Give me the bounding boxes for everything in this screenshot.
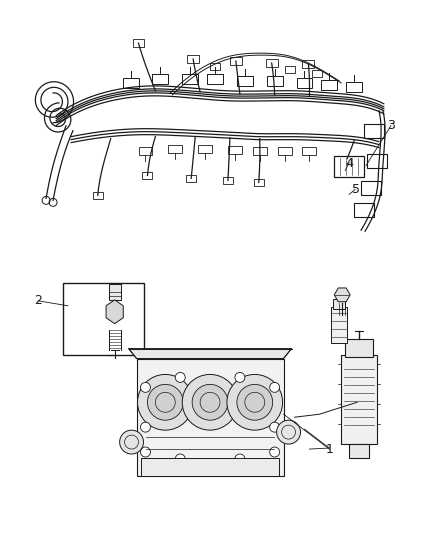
- Circle shape: [192, 384, 228, 420]
- Circle shape: [270, 382, 279, 392]
- Bar: [312, 70, 322, 77]
- Bar: [198, 144, 212, 152]
- Bar: [207, 74, 223, 84]
- Circle shape: [175, 373, 185, 382]
- Bar: [63, 283, 145, 354]
- Circle shape: [235, 373, 245, 382]
- Bar: [297, 78, 312, 88]
- Bar: [152, 74, 168, 84]
- Text: 1: 1: [326, 443, 334, 456]
- Bar: [285, 66, 294, 73]
- Circle shape: [235, 454, 245, 464]
- Circle shape: [277, 420, 300, 444]
- Bar: [109, 284, 120, 300]
- Bar: [334, 156, 364, 177]
- Bar: [138, 147, 152, 155]
- Bar: [123, 78, 138, 88]
- Circle shape: [120, 430, 144, 454]
- Bar: [142, 173, 152, 180]
- Bar: [253, 147, 267, 155]
- Bar: [93, 192, 103, 199]
- Bar: [254, 180, 264, 187]
- Circle shape: [148, 384, 183, 420]
- Polygon shape: [334, 288, 350, 302]
- Circle shape: [141, 422, 150, 432]
- Bar: [354, 203, 374, 217]
- Bar: [237, 76, 253, 86]
- Bar: [182, 74, 198, 84]
- Bar: [331, 307, 347, 343]
- Bar: [345, 338, 373, 357]
- Bar: [141, 458, 279, 476]
- Bar: [133, 39, 145, 47]
- Text: 3: 3: [387, 119, 395, 133]
- Circle shape: [141, 447, 150, 457]
- Polygon shape: [129, 349, 292, 359]
- Bar: [187, 55, 199, 63]
- Bar: [210, 63, 220, 70]
- Text: 4: 4: [346, 157, 353, 169]
- Circle shape: [182, 375, 238, 430]
- Bar: [303, 60, 314, 68]
- Circle shape: [141, 382, 150, 392]
- Bar: [137, 359, 283, 476]
- Bar: [303, 147, 316, 155]
- Bar: [186, 175, 196, 182]
- Circle shape: [138, 375, 193, 430]
- Bar: [321, 80, 337, 90]
- Bar: [267, 76, 283, 86]
- Circle shape: [175, 454, 185, 464]
- Bar: [228, 146, 242, 154]
- Circle shape: [237, 384, 273, 420]
- Bar: [278, 147, 292, 155]
- Text: 2: 2: [35, 294, 42, 308]
- Bar: [230, 57, 242, 65]
- Bar: [266, 59, 278, 67]
- Circle shape: [270, 422, 279, 432]
- Text: 5: 5: [352, 183, 360, 196]
- Bar: [341, 354, 377, 444]
- Polygon shape: [106, 300, 123, 324]
- Bar: [349, 444, 369, 458]
- Bar: [346, 82, 362, 92]
- Bar: [364, 124, 384, 138]
- Bar: [367, 154, 387, 167]
- Bar: [333, 299, 345, 309]
- Bar: [223, 177, 233, 184]
- Circle shape: [270, 447, 279, 457]
- Bar: [168, 144, 182, 152]
- Bar: [361, 181, 381, 196]
- Circle shape: [227, 375, 283, 430]
